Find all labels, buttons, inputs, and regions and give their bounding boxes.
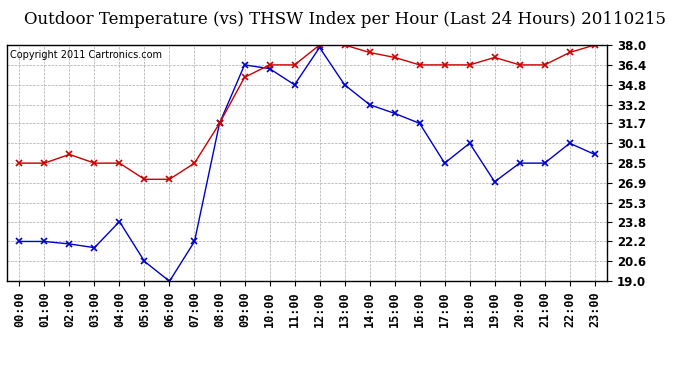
Text: Outdoor Temperature (vs) THSW Index per Hour (Last 24 Hours) 20110215: Outdoor Temperature (vs) THSW Index per … <box>24 11 666 28</box>
Text: Copyright 2011 Cartronics.com: Copyright 2011 Cartronics.com <box>10 50 162 60</box>
